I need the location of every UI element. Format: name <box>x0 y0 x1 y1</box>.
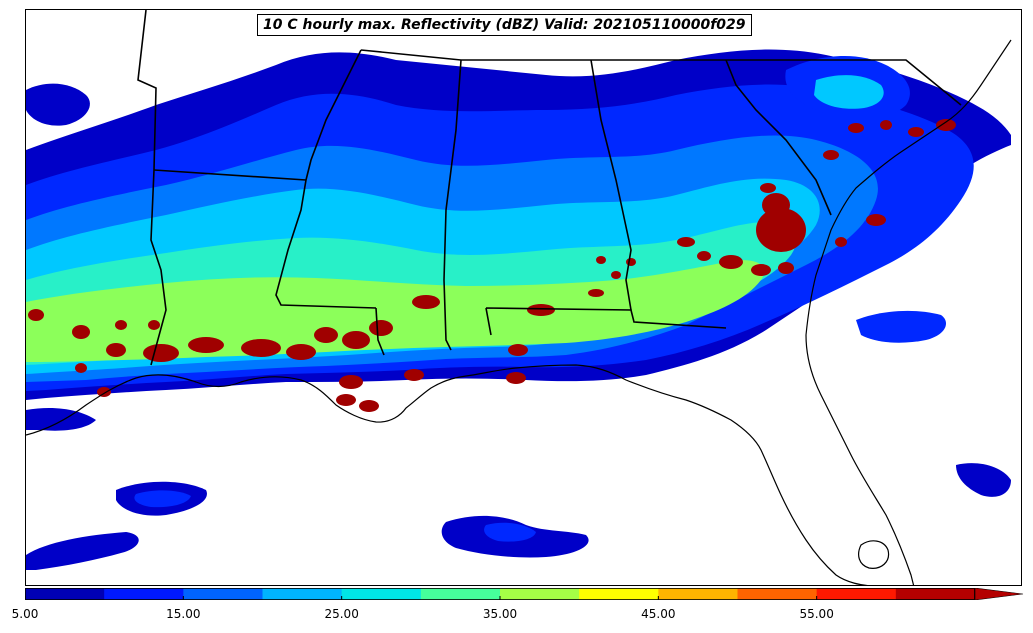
echo-atlantic <box>956 463 1011 497</box>
colorbar <box>25 588 1024 600</box>
colorbar-segment <box>104 588 184 600</box>
border-ms-river <box>275 179 377 309</box>
colorbar-segment <box>579 588 659 600</box>
echo-florida-east <box>856 310 946 343</box>
colorbar-segment <box>737 588 818 600</box>
coastlines <box>26 39 1012 585</box>
colorbar-segment <box>25 588 105 600</box>
intense-cores <box>28 119 956 412</box>
map-frame <box>25 9 1022 586</box>
colorbar-extend-arrow <box>974 588 1024 600</box>
reflectivity-map <box>26 10 1012 585</box>
colorbar-tick-label: 5.00 <box>11 607 39 621</box>
border-ga-sc <box>725 59 832 216</box>
echo-north-east-core <box>814 75 884 109</box>
echo-gulf-4-core <box>484 522 536 542</box>
echo-gulf-3 <box>26 532 139 570</box>
colorbar-tick-label: 35.00 <box>482 607 518 621</box>
border-tx-la <box>137 10 167 366</box>
colorbar-segment <box>420 588 501 600</box>
echo-northwest <box>26 83 90 126</box>
gulf-coast <box>26 364 869 585</box>
reflectivity-field <box>26 49 1011 570</box>
colorbar-tick-label: 25.00 <box>324 607 359 621</box>
core-coastal-line <box>28 295 555 412</box>
border-ms-west <box>375 307 385 356</box>
echo-band-30dbz <box>26 260 765 362</box>
colorbar-segment <box>500 588 580 600</box>
core-georgia-cluster <box>588 119 956 297</box>
colorbar-tick-label: 55.00 <box>799 607 834 621</box>
border-al-fl <box>485 307 727 336</box>
colorbar-tick-label: 15.00 <box>166 607 201 621</box>
colorbar-segment <box>895 588 976 600</box>
colorbar-segment <box>658 588 738 600</box>
border-ar-la <box>153 169 307 181</box>
colorbar-segment <box>262 588 343 600</box>
map-title: 10 C hourly max. Reflectivity (dBZ) Vali… <box>257 14 752 36</box>
colorbar-tick-label: 45.00 <box>641 607 676 621</box>
state-borders <box>137 10 962 366</box>
border-al-ms <box>443 59 462 351</box>
border-north-tn <box>360 49 836 61</box>
atlantic-coast <box>805 39 1012 585</box>
border-ms-al <box>305 49 362 181</box>
colorbar-segment <box>341 588 422 600</box>
border-al-ga <box>590 59 632 311</box>
echo-southwest <box>26 408 96 431</box>
colorbar-segment <box>183 588 263 600</box>
echo-gulf-2 <box>134 490 191 508</box>
lake-okeechobee <box>858 540 890 569</box>
border-nc-sc <box>836 59 962 106</box>
colorbar-segment <box>816 588 897 600</box>
